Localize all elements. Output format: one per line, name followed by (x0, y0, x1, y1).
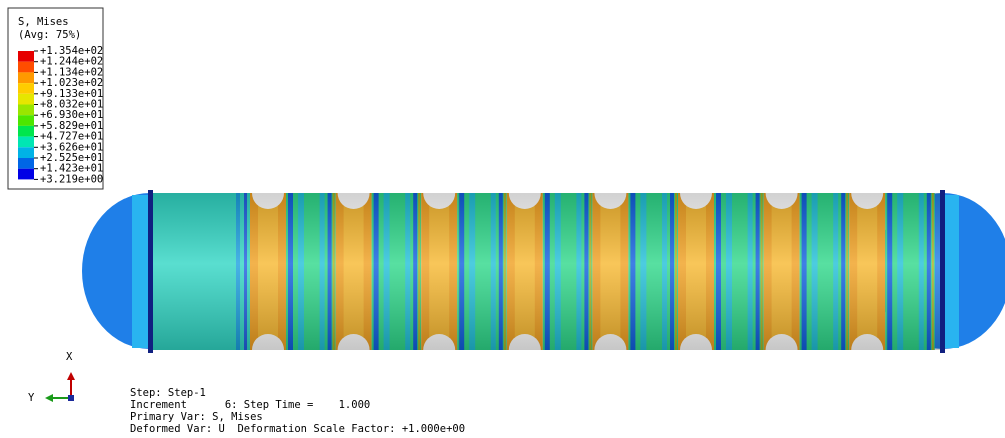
legend-swatch (18, 137, 34, 148)
triad-y-label: Y (28, 392, 35, 404)
z-axis (68, 395, 74, 401)
info-line: Deformed Var: U Deformation Scale Factor… (130, 423, 465, 435)
viewport: S, Mises (Avg: 75%) +1.354e+02+1.244e+02… (0, 0, 1005, 438)
legend-subtitle: (Avg: 75%) (18, 29, 81, 41)
legend-swatch (18, 158, 34, 169)
legend-swatch (18, 62, 34, 73)
x-arrow-head (67, 372, 75, 380)
legend-swatch (18, 51, 34, 62)
triad: X Y (28, 351, 75, 404)
legend-label: +3.219e+00 (40, 173, 103, 185)
info-line: Primary Var: S, Mises (130, 411, 263, 423)
legend-swatch (18, 115, 34, 126)
end-band (132, 195, 150, 348)
legend: +1.354e+02+1.244e+02+1.134e+02+1.023e+02… (18, 45, 103, 185)
legend-swatch (18, 126, 34, 137)
info-line: Increment 6: Step Time = 1.000 (130, 399, 370, 411)
model (82, 177, 1005, 366)
legend-swatch (18, 94, 34, 105)
triad-x-label: X (66, 351, 73, 363)
end-band (943, 195, 959, 348)
flange (148, 190, 153, 353)
legend-swatch (18, 105, 34, 116)
y-arrow-head (45, 394, 53, 402)
shading (150, 193, 943, 350)
info-line: Step: Step-1 (130, 387, 206, 399)
legend-swatch (18, 147, 34, 158)
legend-swatch (18, 72, 34, 83)
legend-swatch (18, 169, 34, 180)
legend-title: S, Mises (18, 16, 69, 28)
legend-swatch (18, 83, 34, 94)
flange (940, 190, 945, 353)
